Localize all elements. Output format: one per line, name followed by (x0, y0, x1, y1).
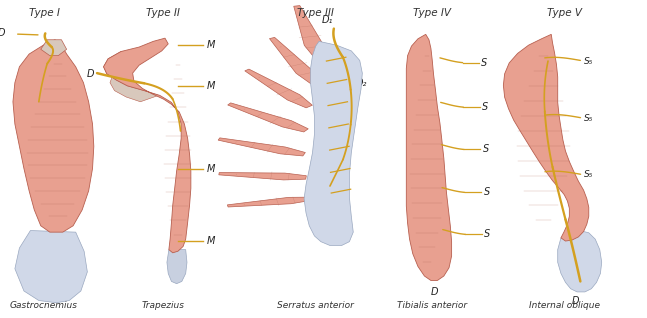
Polygon shape (167, 250, 187, 284)
Text: D: D (430, 287, 438, 297)
Text: M: M (206, 236, 215, 246)
Text: M: M (206, 81, 215, 91)
Text: Type I: Type I (28, 8, 60, 18)
Text: Serratus anterior: Serratus anterior (278, 301, 354, 310)
Text: S: S (481, 58, 488, 68)
Text: S₅: S₅ (584, 57, 593, 66)
Text: Type II: Type II (146, 8, 180, 18)
Text: Trapezius: Trapezius (142, 301, 184, 310)
Polygon shape (558, 232, 602, 292)
Text: D₂: D₂ (356, 78, 367, 88)
Text: S₅: S₅ (584, 114, 593, 123)
Polygon shape (406, 34, 452, 280)
Text: S: S (482, 102, 488, 112)
Polygon shape (41, 40, 67, 56)
Polygon shape (219, 173, 306, 180)
Text: D: D (86, 69, 94, 79)
Text: Gastrocnemius: Gastrocnemius (10, 301, 78, 310)
Text: Type V: Type V (547, 8, 582, 18)
Text: Type III: Type III (298, 8, 334, 18)
Polygon shape (104, 52, 159, 102)
Text: Tibialis anterior: Tibialis anterior (397, 301, 467, 310)
Text: D: D (572, 296, 580, 306)
Text: S: S (484, 229, 490, 239)
Polygon shape (304, 41, 362, 245)
Polygon shape (218, 138, 305, 156)
Polygon shape (228, 103, 308, 132)
Text: D: D (0, 28, 6, 38)
Text: Internal oblique: Internal oblique (529, 301, 600, 310)
Text: S₅: S₅ (584, 170, 593, 179)
Polygon shape (15, 231, 87, 303)
Text: M: M (206, 164, 215, 174)
Polygon shape (13, 40, 94, 232)
Text: D₁: D₁ (322, 16, 333, 25)
Polygon shape (227, 197, 311, 207)
Text: S: S (483, 144, 489, 155)
Polygon shape (104, 38, 191, 253)
Polygon shape (294, 6, 324, 58)
Text: S: S (483, 187, 490, 197)
Text: Type IV: Type IV (413, 8, 451, 18)
Text: M: M (206, 40, 215, 50)
Polygon shape (245, 69, 313, 108)
Polygon shape (503, 34, 589, 241)
Polygon shape (270, 38, 318, 84)
